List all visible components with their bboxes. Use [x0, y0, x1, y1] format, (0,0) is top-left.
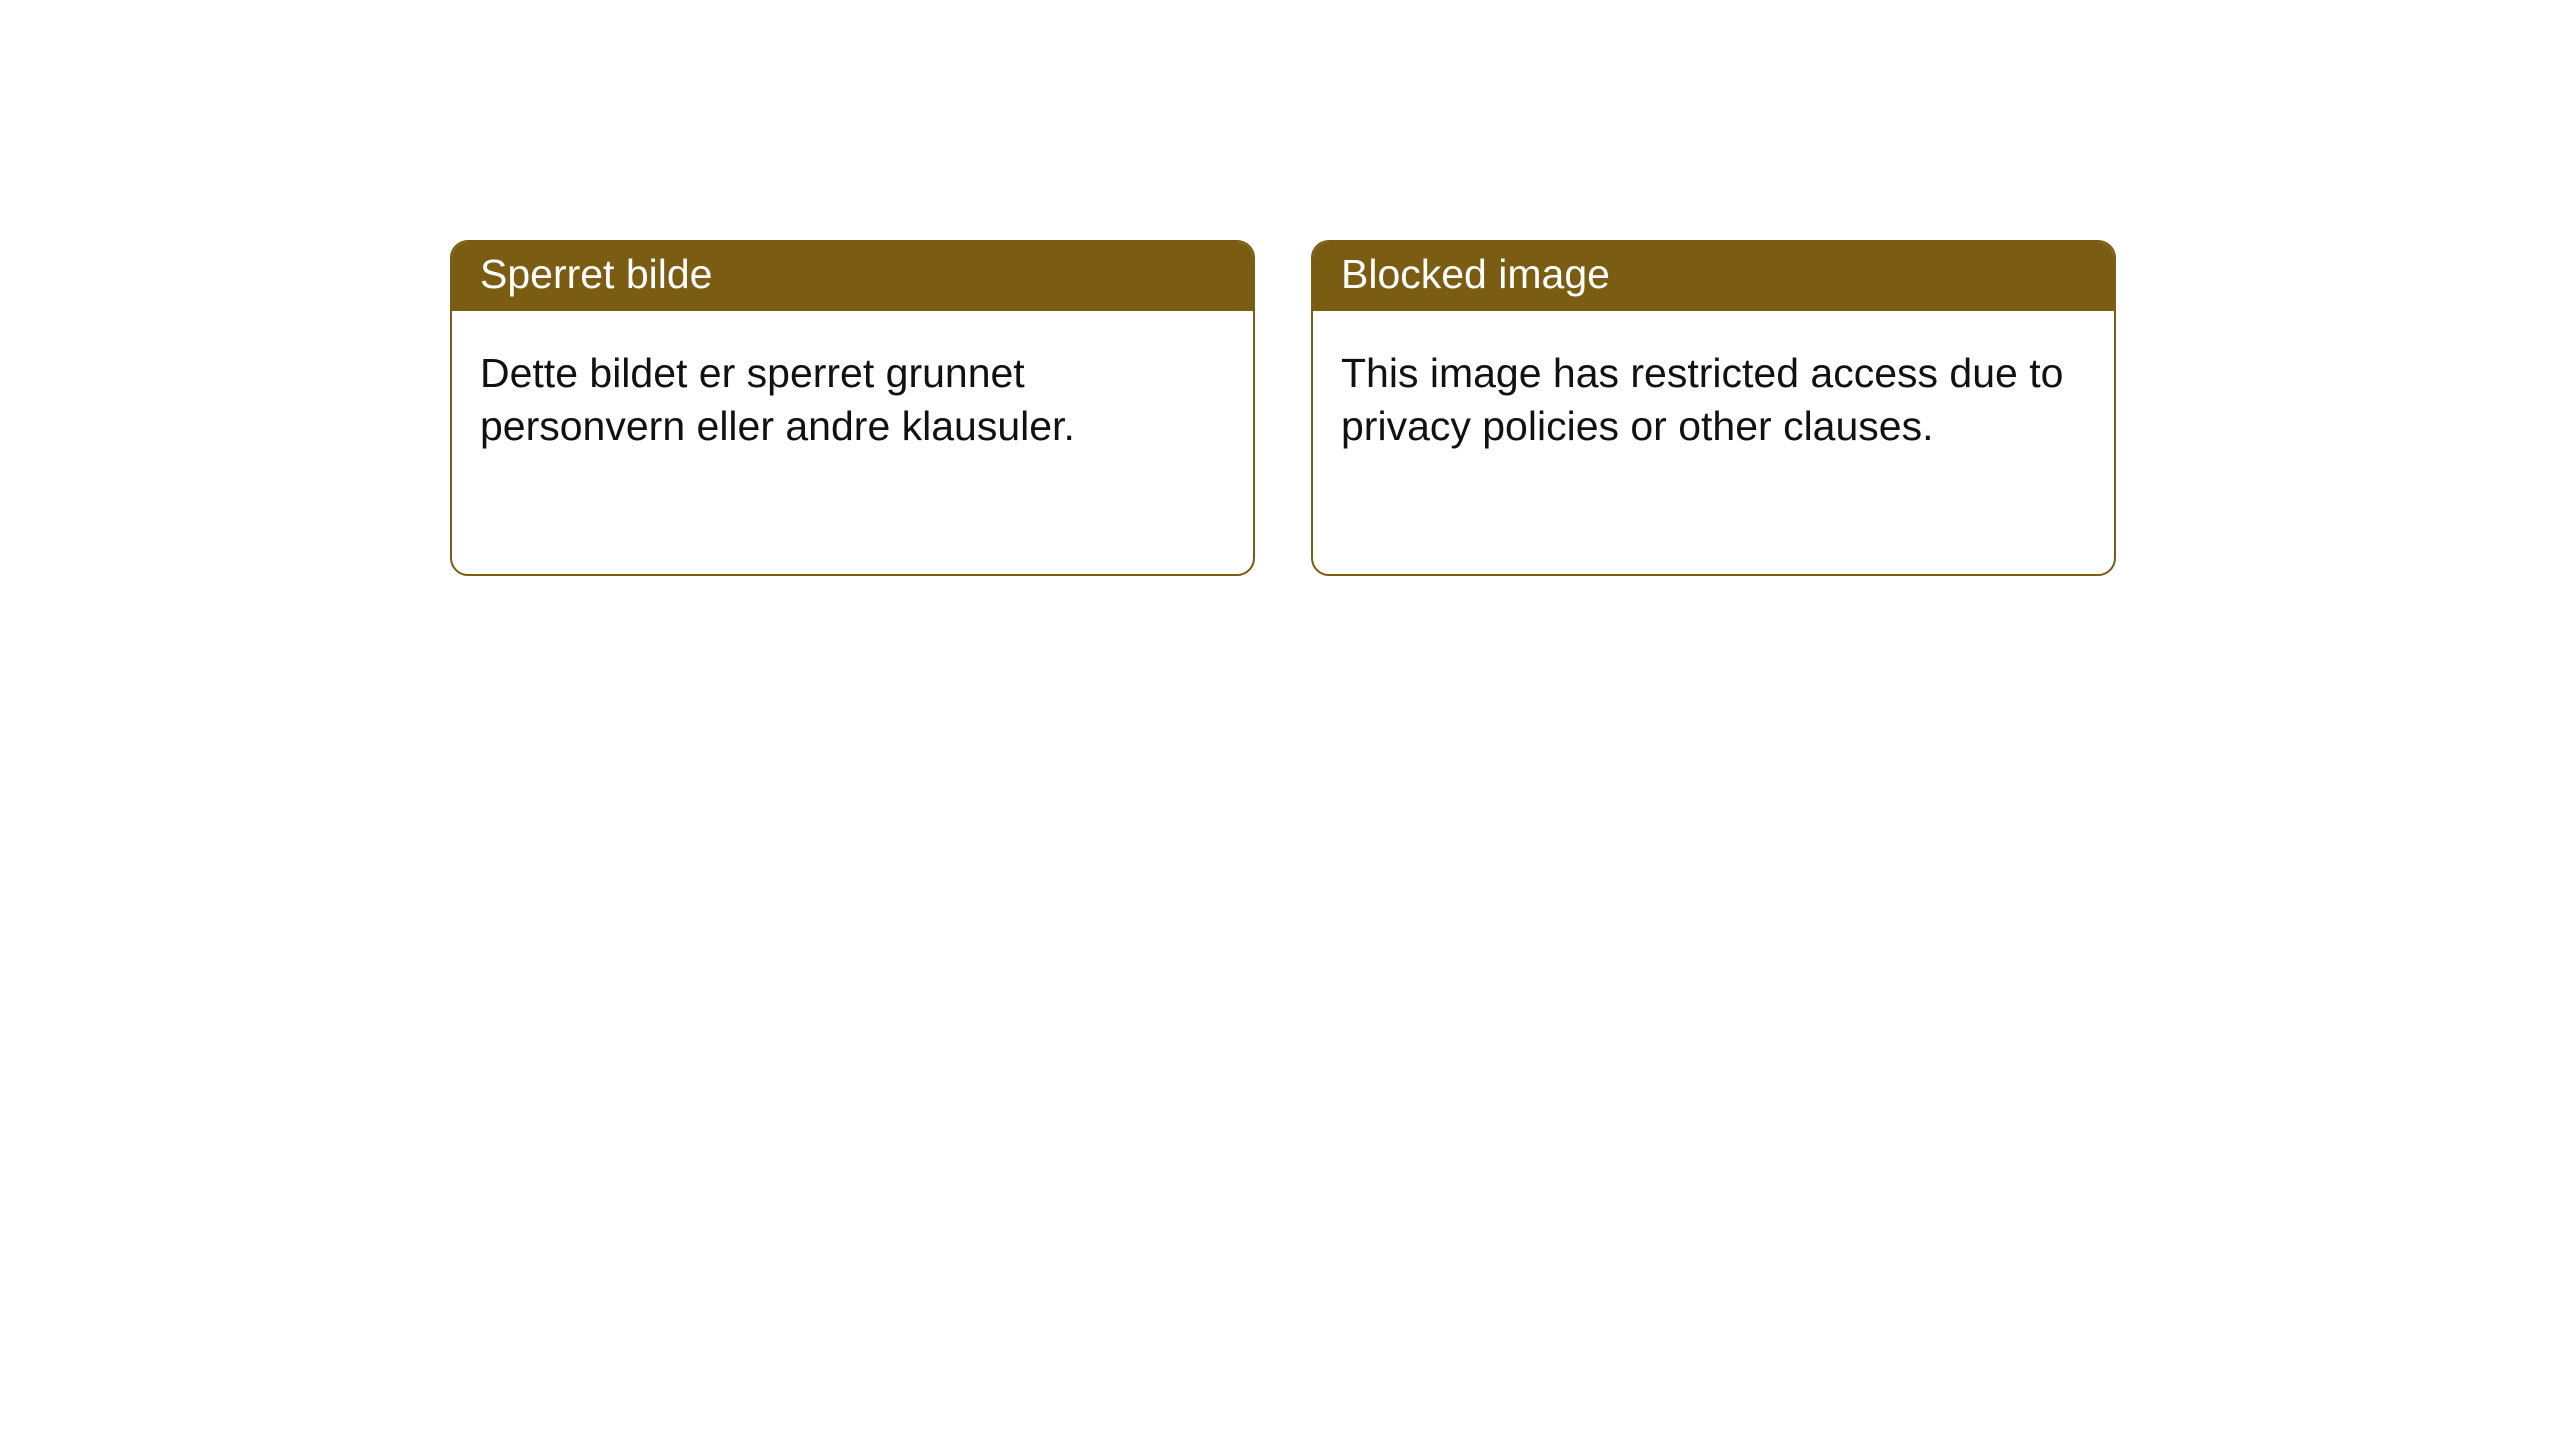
- notice-box-no: Sperret bilde Dette bildet er sperret gr…: [450, 240, 1255, 576]
- notice-container: Sperret bilde Dette bildet er sperret gr…: [0, 0, 2560, 576]
- notice-body-en: This image has restricted access due to …: [1313, 311, 2114, 488]
- notice-title-no: Sperret bilde: [452, 242, 1253, 311]
- notice-box-en: Blocked image This image has restricted …: [1311, 240, 2116, 576]
- notice-body-no: Dette bildet er sperret grunnet personve…: [452, 311, 1253, 488]
- notice-title-en: Blocked image: [1313, 242, 2114, 311]
